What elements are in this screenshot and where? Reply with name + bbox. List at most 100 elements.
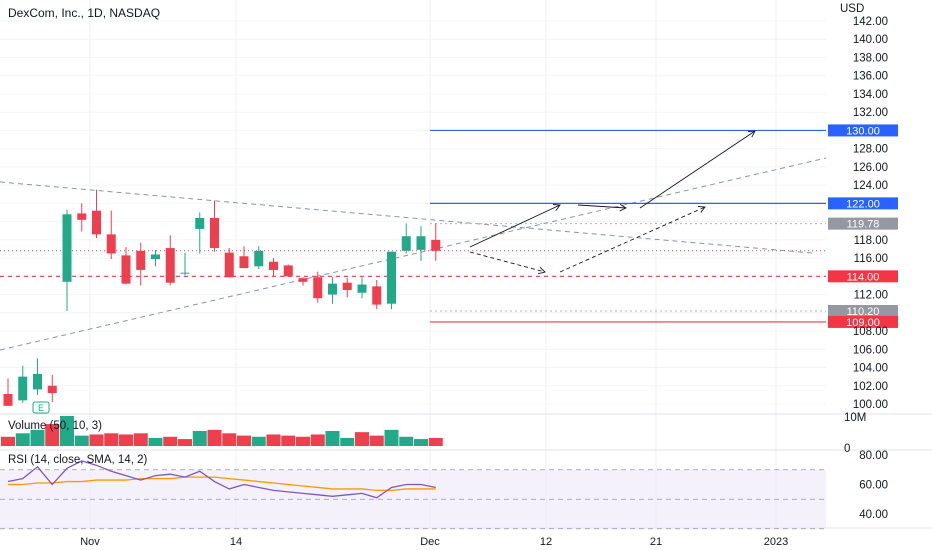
arrow-head [619,203,627,212]
volume-bar [15,433,30,446]
candle-body [136,250,146,270]
volume-bar [30,429,45,446]
price-tick-label: 108.00 [853,326,888,338]
x-tick-label: 12 [540,536,552,548]
candle-body [224,252,234,278]
projection-arrow [639,130,756,209]
rsi-scale-label: 80.00 [859,450,888,462]
volume-bar [369,435,384,446]
level-badge-label: 119.78 [847,219,880,231]
volume-bar [296,436,310,446]
volume-bar [281,435,296,446]
candle-body [18,376,28,401]
candle-body [401,236,411,251]
arrow-head [697,205,706,213]
candle-body [342,282,352,291]
volume-bar [355,432,369,446]
x-tick-label: 2023 [764,536,788,548]
price-tick-label: 118.00 [854,235,888,247]
candle-body [195,217,205,229]
volume-bar [178,439,192,446]
candle-body [121,255,131,284]
price-tick-label: 128.00 [853,144,888,156]
candle-body [239,256,249,269]
price-tick-label: 116.00 [854,253,888,265]
candle-body [106,234,116,254]
candle-body [357,284,367,293]
projection-arrow [469,251,546,273]
earnings-marker-label: E [38,403,44,413]
volume-bar [1,436,15,446]
price-tick-label: 106.00 [853,344,888,356]
level-badge-label: 130.00 [846,125,880,137]
lower-trendline [0,157,827,351]
price-tick-label: 104.00 [853,363,888,375]
level-badge [828,197,898,210]
price-tick-label: 136.00 [853,71,888,83]
price-tick-label: 124.00 [853,180,888,192]
volume-bar [45,424,60,446]
volume-bar [414,439,428,446]
earnings-marker [32,401,50,414]
rsi-title: RSI (14, close, SMA, 14, 2) [8,454,148,466]
volume-bar [207,429,222,446]
x-tick-label: Nov [80,536,100,548]
x-tick-label: Dec [420,536,440,548]
price-tick-label: 132.00 [853,107,888,119]
projection-arrow [559,206,706,273]
arrow-head [552,204,561,211]
volume-bar [428,437,443,446]
volume-bar [222,433,237,446]
candle-body [416,236,426,250]
rsi-ma-line [8,476,436,492]
candle-body [180,272,190,274]
candle-body [3,393,13,406]
projection-arrow [469,204,561,248]
volume-bar [192,431,207,446]
x-tick-label: 21 [650,536,662,548]
price-tick-label: 102.00 [853,381,888,393]
price-tick-label: 138.00 [853,52,888,64]
price-tick-label: 134.00 [853,89,888,101]
candle-body [77,213,87,220]
volume-scale-label: 0 [844,443,850,455]
volume-bar [148,437,163,446]
price-tick-label: 112.00 [854,290,888,302]
candle-body [254,250,264,267]
chart-title: DexCom, Inc., 1D, NASDAQ [8,6,161,20]
candle-body [47,385,57,394]
rsi-line [7,460,436,499]
candle-body [313,277,323,299]
volume-bar [133,433,148,446]
candle-body [269,261,278,270]
rsi-scale-label: 60.00 [859,480,888,492]
volume-bar [104,433,119,446]
volume-bar [251,436,266,446]
candle-body [210,217,219,249]
level-badge [828,124,898,137]
level-badge [828,217,898,230]
level-badge-label: 122.00 [846,198,880,210]
volume-bar [163,436,178,446]
candle-body [92,210,101,235]
candle-body [33,373,42,390]
candle-body [387,251,396,304]
projection-arrow [577,204,627,209]
x-tick-label: 14 [230,536,242,548]
price-tick-label: 140.00 [853,34,888,46]
volume-bar [325,431,340,446]
rsi-scale-label: 40.00 [859,509,888,521]
arrow-head [538,266,546,275]
candle-body [298,278,308,282]
upper-trendline [0,181,813,254]
volume-scale-label: 10M [844,412,866,424]
volume-bar [237,435,251,446]
volume-bar [119,434,133,446]
candle-body [328,283,337,295]
level-badge-label: 109.00 [846,317,880,329]
level-badge-label: 110.20 [847,306,880,318]
level-badge [828,315,898,328]
candle-body [283,265,293,277]
currency-label: USD [840,3,864,15]
